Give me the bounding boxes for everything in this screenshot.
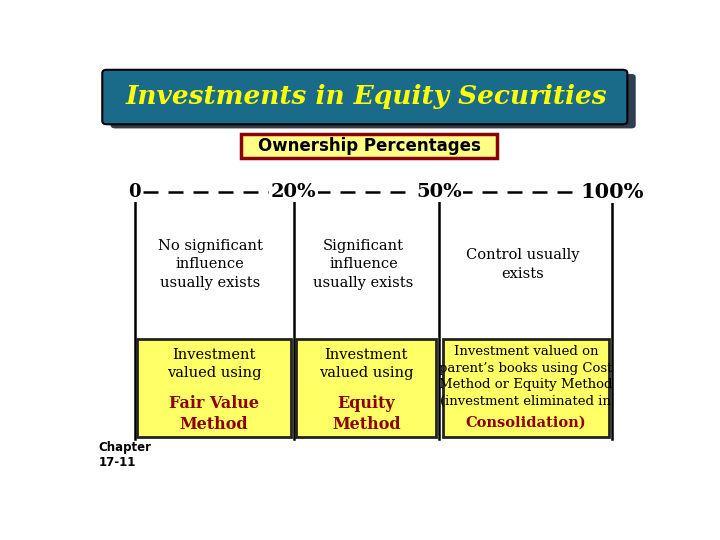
Text: 50%: 50% bbox=[416, 183, 462, 201]
Text: Investment valued on
parent’s books using Cost
Method or Equity Method
(investme: Investment valued on parent’s books usin… bbox=[439, 346, 613, 408]
Text: Investments in Equity Securities: Investments in Equity Securities bbox=[125, 84, 607, 109]
Bar bbox=[138, 339, 291, 437]
Text: Equity
Method: Equity Method bbox=[332, 395, 400, 433]
Text: Ownership Percentages: Ownership Percentages bbox=[258, 137, 480, 156]
Text: No significant
influence
usually exists: No significant influence usually exists bbox=[158, 239, 262, 290]
Text: Control usually
exists: Control usually exists bbox=[466, 248, 579, 281]
Text: Significant
influence
usually exists: Significant influence usually exists bbox=[313, 239, 413, 290]
Text: Fair Value
Method: Fair Value Method bbox=[169, 395, 259, 433]
Bar bbox=[297, 339, 436, 437]
Bar bbox=[240, 134, 498, 158]
Text: Investment
valued using: Investment valued using bbox=[167, 348, 261, 380]
Text: Investment
valued using: Investment valued using bbox=[319, 348, 413, 380]
Text: 20%: 20% bbox=[271, 183, 317, 201]
Text: 100%: 100% bbox=[580, 181, 644, 201]
FancyBboxPatch shape bbox=[102, 70, 627, 124]
Text: Chapter
17-11: Chapter 17-11 bbox=[99, 441, 151, 469]
Text: 0: 0 bbox=[128, 183, 141, 201]
Text: Consolidation): Consolidation) bbox=[466, 415, 586, 429]
Bar bbox=[443, 339, 609, 437]
FancyBboxPatch shape bbox=[111, 74, 636, 129]
